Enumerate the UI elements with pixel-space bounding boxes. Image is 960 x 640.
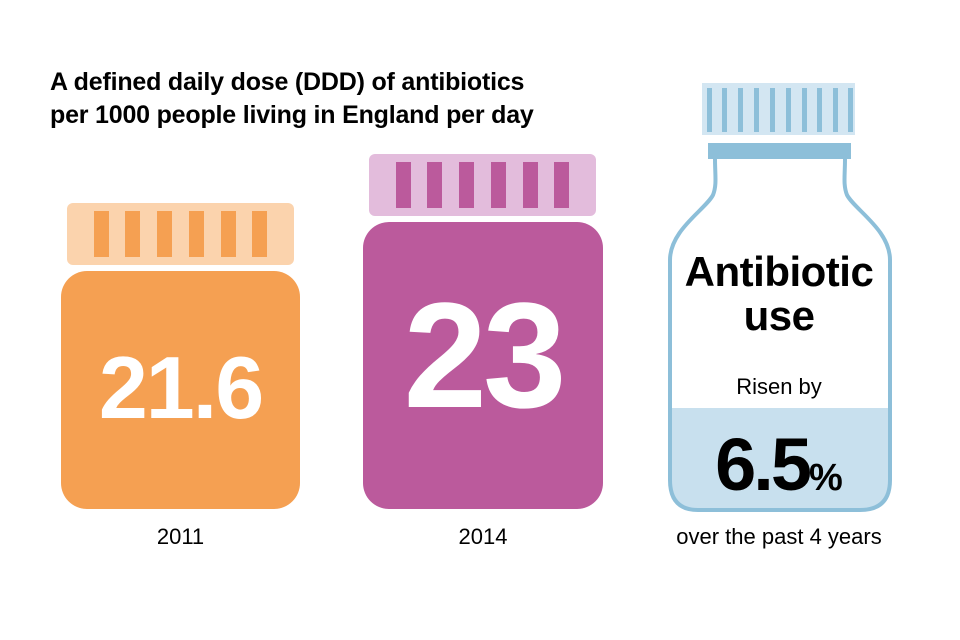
lid-stripe: [93, 211, 109, 257]
lid-stripe: [188, 211, 204, 257]
bottle-cap: [702, 83, 855, 135]
lid-stripe: [427, 162, 443, 208]
bottle-cap-stripes: [707, 88, 853, 132]
period-label: over the past 4 years: [676, 524, 882, 549]
bottle-neck-band: [708, 143, 851, 159]
jar-value-2011: 21.6: [98, 338, 264, 437]
title-line-1: A defined daily dose (DDD) of antibiotic…: [50, 68, 525, 96]
lid-stripe: [459, 162, 475, 208]
change-value: 6.5: [715, 423, 812, 506]
lid-stripe: [554, 162, 570, 208]
lid-stripe: [220, 211, 236, 257]
lid-stripe: [252, 211, 268, 257]
title-line-2: per 1000 people living in England per da…: [50, 101, 534, 129]
year-label-2014: 2014: [458, 524, 508, 549]
risen-label: Risen by: [736, 374, 822, 399]
change-percentage: 6.5%: [668, 422, 890, 507]
lid-stripe: [395, 162, 411, 208]
bottle-outline: [668, 158, 892, 512]
bottle-title: Antibiotic use: [668, 250, 890, 338]
jar-body-2011: 21.6: [61, 271, 300, 509]
bottle-title-line-2: use: [743, 292, 815, 339]
lid-stripe: [490, 162, 506, 208]
lid-stripe: [125, 211, 141, 257]
lid-stripe: [522, 162, 538, 208]
jar-body-2014: 23: [363, 222, 603, 509]
bottle-title-line-1: Antibiotic: [684, 248, 874, 295]
page-title: A defined daily dose (DDD) of antibiotic…: [50, 66, 534, 132]
bottle-liquid: [670, 408, 890, 510]
jar-value-2014: 23: [403, 271, 567, 439]
jar-lid-2014: [369, 154, 596, 216]
year-label-2011: 2011: [156, 524, 205, 549]
change-unit: %: [809, 457, 843, 499]
lid-stripe: [157, 211, 173, 257]
jar-lid-2011: [67, 203, 294, 265]
